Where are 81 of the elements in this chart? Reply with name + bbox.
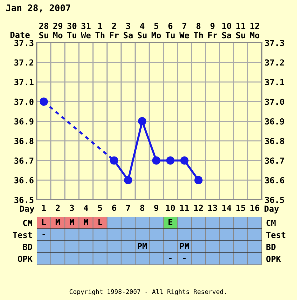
text: L	[42, 219, 46, 226]
text: M	[70, 219, 74, 226]
y-tick-label: 36.6	[14, 177, 34, 184]
y2-tick-label: 36.6	[265, 177, 284, 184]
text: M	[84, 219, 88, 226]
x-tick-label: 6	[112, 204, 116, 212]
x-tick-label: 4	[84, 205, 88, 212]
x-tick-label: 12 Mo	[250, 22, 260, 39]
x-axis-title: Day	[20, 206, 35, 214]
text: L	[98, 219, 102, 226]
x-tick-label: 3	[70, 204, 74, 212]
y-tick-label: 36.7	[14, 158, 34, 164]
x-tick-label: 1	[42, 205, 46, 212]
y2-tick-label: 37.2	[265, 60, 284, 66]
x-tick-label: 7	[126, 205, 130, 212]
y2-tick-label: OPK	[266, 256, 282, 262]
x-tick-label: 10 Sa	[222, 22, 232, 39]
y-tick-label: 36.9	[14, 118, 34, 125]
x-tick-label: 12	[194, 204, 204, 212]
x-tick-label: 30 Tu	[68, 22, 77, 39]
x-tick-label: 16	[250, 204, 260, 212]
x-tick-label: 29 Mo	[53, 22, 63, 39]
x-tick-label: 3 Sa	[124, 22, 133, 39]
y2-tick-label: 36.7	[265, 158, 284, 164]
chart-title: Jan 28, 2007	[6, 4, 70, 13]
point	[194, 176, 203, 185]
x-tick-label: 6 Tu	[166, 22, 175, 39]
y-tick-label: Test	[13, 232, 32, 238]
x-axis-title: Date	[10, 32, 30, 38]
y2-tick-label: 36.9	[265, 118, 284, 125]
y-tick-label: 37.0	[14, 98, 34, 106]
x-tick-label: 28 Su	[39, 22, 49, 39]
x-tick-label: 4 Su	[138, 23, 147, 39]
y2-tick-label: Test	[266, 232, 286, 238]
x-tick-label: 15	[236, 205, 246, 212]
x-tick-label: 1 Th	[96, 23, 105, 38]
x-tick-label: 31 We	[81, 22, 91, 39]
point	[124, 176, 133, 185]
text: PM	[180, 243, 190, 250]
x-tick-label: 8 Th	[194, 22, 204, 38]
y-tick-label: OPK	[18, 256, 33, 262]
x-tick-label: 11 Su	[236, 23, 246, 39]
x-tick-label: 7 We	[180, 23, 190, 39]
y-tick-label: 36.8	[14, 138, 34, 144]
text: PM	[138, 243, 148, 250]
y-tick-label: 36.5	[14, 196, 34, 204]
point	[40, 98, 48, 106]
text: Day	[264, 206, 280, 214]
point	[166, 156, 175, 165]
x-tick-label: 9	[154, 204, 159, 212]
y2-tick-label: 37.3	[265, 40, 284, 46]
text: -	[169, 258, 172, 260]
point	[110, 156, 119, 165]
y2-tick-label: 37.0	[265, 98, 284, 106]
x-tick-label: 13	[208, 204, 218, 212]
y-tick-label: 37.3	[14, 40, 34, 46]
y2-tick-label: 37.1	[265, 79, 284, 86]
y2-tick-label: 36.8	[265, 138, 284, 144]
text: -	[183, 258, 186, 260]
y-tick-label: BD	[23, 244, 32, 250]
x-tick-label: 2	[56, 204, 60, 212]
x-tick-label: 14	[222, 205, 232, 212]
x-tick-label: 11	[180, 205, 190, 212]
y-tick-label: 37.2	[14, 60, 34, 66]
x-tick-label: 2 Fr	[110, 22, 120, 38]
text: M	[56, 219, 60, 226]
y-tick-label: CM	[23, 220, 32, 226]
x-tick-label: 5 Mo	[152, 23, 162, 39]
y-tick-label: 37.1	[14, 79, 34, 86]
point	[152, 156, 161, 165]
text: -	[42, 234, 46, 236]
x-tick-label: 5	[98, 205, 102, 212]
point	[180, 156, 189, 165]
point	[138, 117, 147, 126]
y2-tick-label: 36.5	[265, 196, 284, 204]
x-tick-label: 10	[166, 204, 176, 212]
x-tick-label: 9 Fr	[208, 23, 218, 38]
text: E	[168, 219, 173, 226]
y2-tick-label: BD	[266, 244, 276, 250]
y2-tick-label: CM	[266, 220, 276, 226]
x-tick-label: 8	[140, 204, 144, 212]
